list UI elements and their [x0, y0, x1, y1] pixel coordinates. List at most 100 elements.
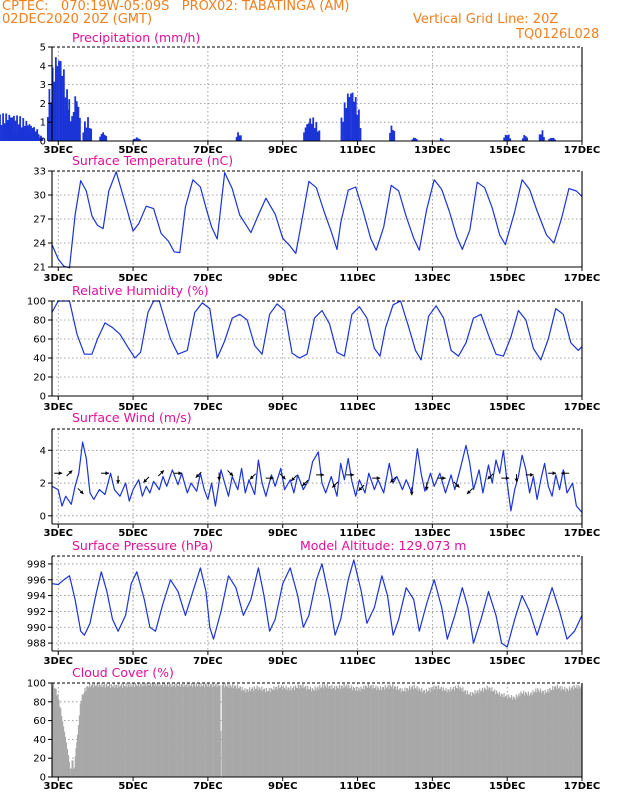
cloud-bar [61, 716, 63, 777]
cloud-bar [140, 684, 142, 777]
precip-bar [50, 102, 52, 141]
cloud-bar [348, 684, 350, 777]
cloud-bar [161, 684, 163, 777]
cloud-bar [148, 684, 151, 777]
cloud-bar [497, 694, 500, 777]
wind-arrow-head [561, 471, 565, 476]
cloud-bar [174, 683, 176, 777]
cloud-bar [264, 692, 267, 777]
cloud-bar [503, 693, 505, 777]
wind-arrow-head [302, 482, 307, 486]
cloud-bar [567, 688, 569, 777]
precip-bar [33, 132, 36, 141]
cloud-bar [205, 683, 207, 777]
cloud-bar [547, 688, 549, 777]
cloud-bar [73, 769, 75, 777]
wind-arrow-head [79, 490, 84, 495]
cloud-bar [359, 691, 361, 777]
cloud-bar [508, 694, 510, 777]
precip-bar [309, 118, 312, 141]
cloud-bar [442, 687, 444, 777]
cloud-bar [150, 686, 153, 777]
cloud-bar [372, 684, 374, 777]
cloud-bar [575, 687, 577, 777]
x-tick-label: 7DEC [193, 656, 222, 667]
x-tick-label: 15DEC [489, 273, 525, 284]
precip-bar [8, 135, 11, 141]
x-tick-label: 7DEC [193, 528, 222, 539]
precip-bar [346, 93, 349, 141]
cloud-bar [204, 687, 206, 777]
cloud-bar [169, 683, 171, 777]
wind-arrow-head [466, 490, 471, 495]
precip-bar [59, 61, 62, 141]
cloud-bar [273, 686, 275, 777]
cloud-bar [298, 688, 300, 777]
cloud-bar [67, 755, 70, 777]
panel-subtitle: Model Altitude: 129.073 m [300, 538, 466, 553]
cloud-bar [286, 690, 288, 777]
cloud-bar [284, 689, 286, 777]
cloud-bar [78, 715, 81, 777]
cloud-bar [105, 683, 108, 777]
cloud-bar [59, 706, 61, 777]
wind-arrow-head [505, 476, 510, 481]
wind-arrow [358, 484, 365, 492]
precip-bar [538, 134, 541, 141]
cloud-bar [239, 686, 241, 777]
cloud-bar [143, 686, 145, 777]
cloud-bar [470, 696, 472, 777]
wind-arrow [77, 488, 84, 495]
precip-bar [356, 114, 359, 141]
cloud-bar [88, 687, 90, 777]
x-tick-label: 9DEC [268, 145, 297, 156]
cloud-bar [141, 686, 143, 777]
cloud-bar [331, 684, 333, 777]
panel-2: Surface Temperature (nC) 21 24 27 30 33 3DEC 5D… [33, 153, 600, 284]
cloud-bar [56, 695, 58, 777]
cloud-bar [192, 683, 195, 777]
cloud-bar [151, 683, 154, 777]
cloud-bar [290, 686, 292, 777]
cloud-bar [162, 683, 164, 777]
cloud-bar [332, 688, 334, 777]
cloud-bar [166, 683, 168, 777]
cloud-bar [287, 687, 289, 777]
y-tick-label: 992 [27, 607, 46, 618]
cloud-bar [335, 689, 337, 777]
cloud-bar [565, 691, 567, 777]
cloud-bar [85, 690, 87, 777]
cloud-bar [152, 683, 154, 777]
cloud-bar [198, 683, 200, 777]
precip-bar [316, 131, 319, 141]
precip-bar [351, 92, 354, 141]
cloud-bar [71, 760, 73, 777]
precip-bar [353, 101, 356, 141]
cloud-bar [162, 686, 165, 777]
x-tick-label: 13DEC [414, 145, 450, 156]
cloud-bar [113, 683, 115, 777]
cloud-bar [386, 687, 388, 777]
wind-arrow [66, 470, 73, 477]
cloud-bar [242, 689, 244, 777]
cloud-bar [522, 693, 524, 777]
cloud-bar [277, 689, 279, 777]
cloud-bar [260, 690, 262, 777]
y-tick-label: 4 [40, 446, 46, 457]
cloud-bar [535, 688, 537, 777]
cloud-bar [409, 689, 412, 777]
cloud-bar [187, 687, 189, 777]
wind-arrow-head [291, 477, 295, 481]
cloud-bar [155, 686, 157, 777]
precip-bar [552, 137, 555, 141]
precip-bar [24, 132, 27, 141]
cloud-bar [176, 683, 178, 777]
cloud-bar [494, 689, 496, 777]
cloud-bar [209, 684, 212, 777]
cloud-bar [99, 684, 101, 777]
cloud-bar [311, 688, 313, 777]
cloud-bar [306, 689, 308, 777]
cloud-bar [173, 685, 175, 777]
cloud-bar [400, 692, 402, 777]
cloud-bar [343, 683, 345, 777]
